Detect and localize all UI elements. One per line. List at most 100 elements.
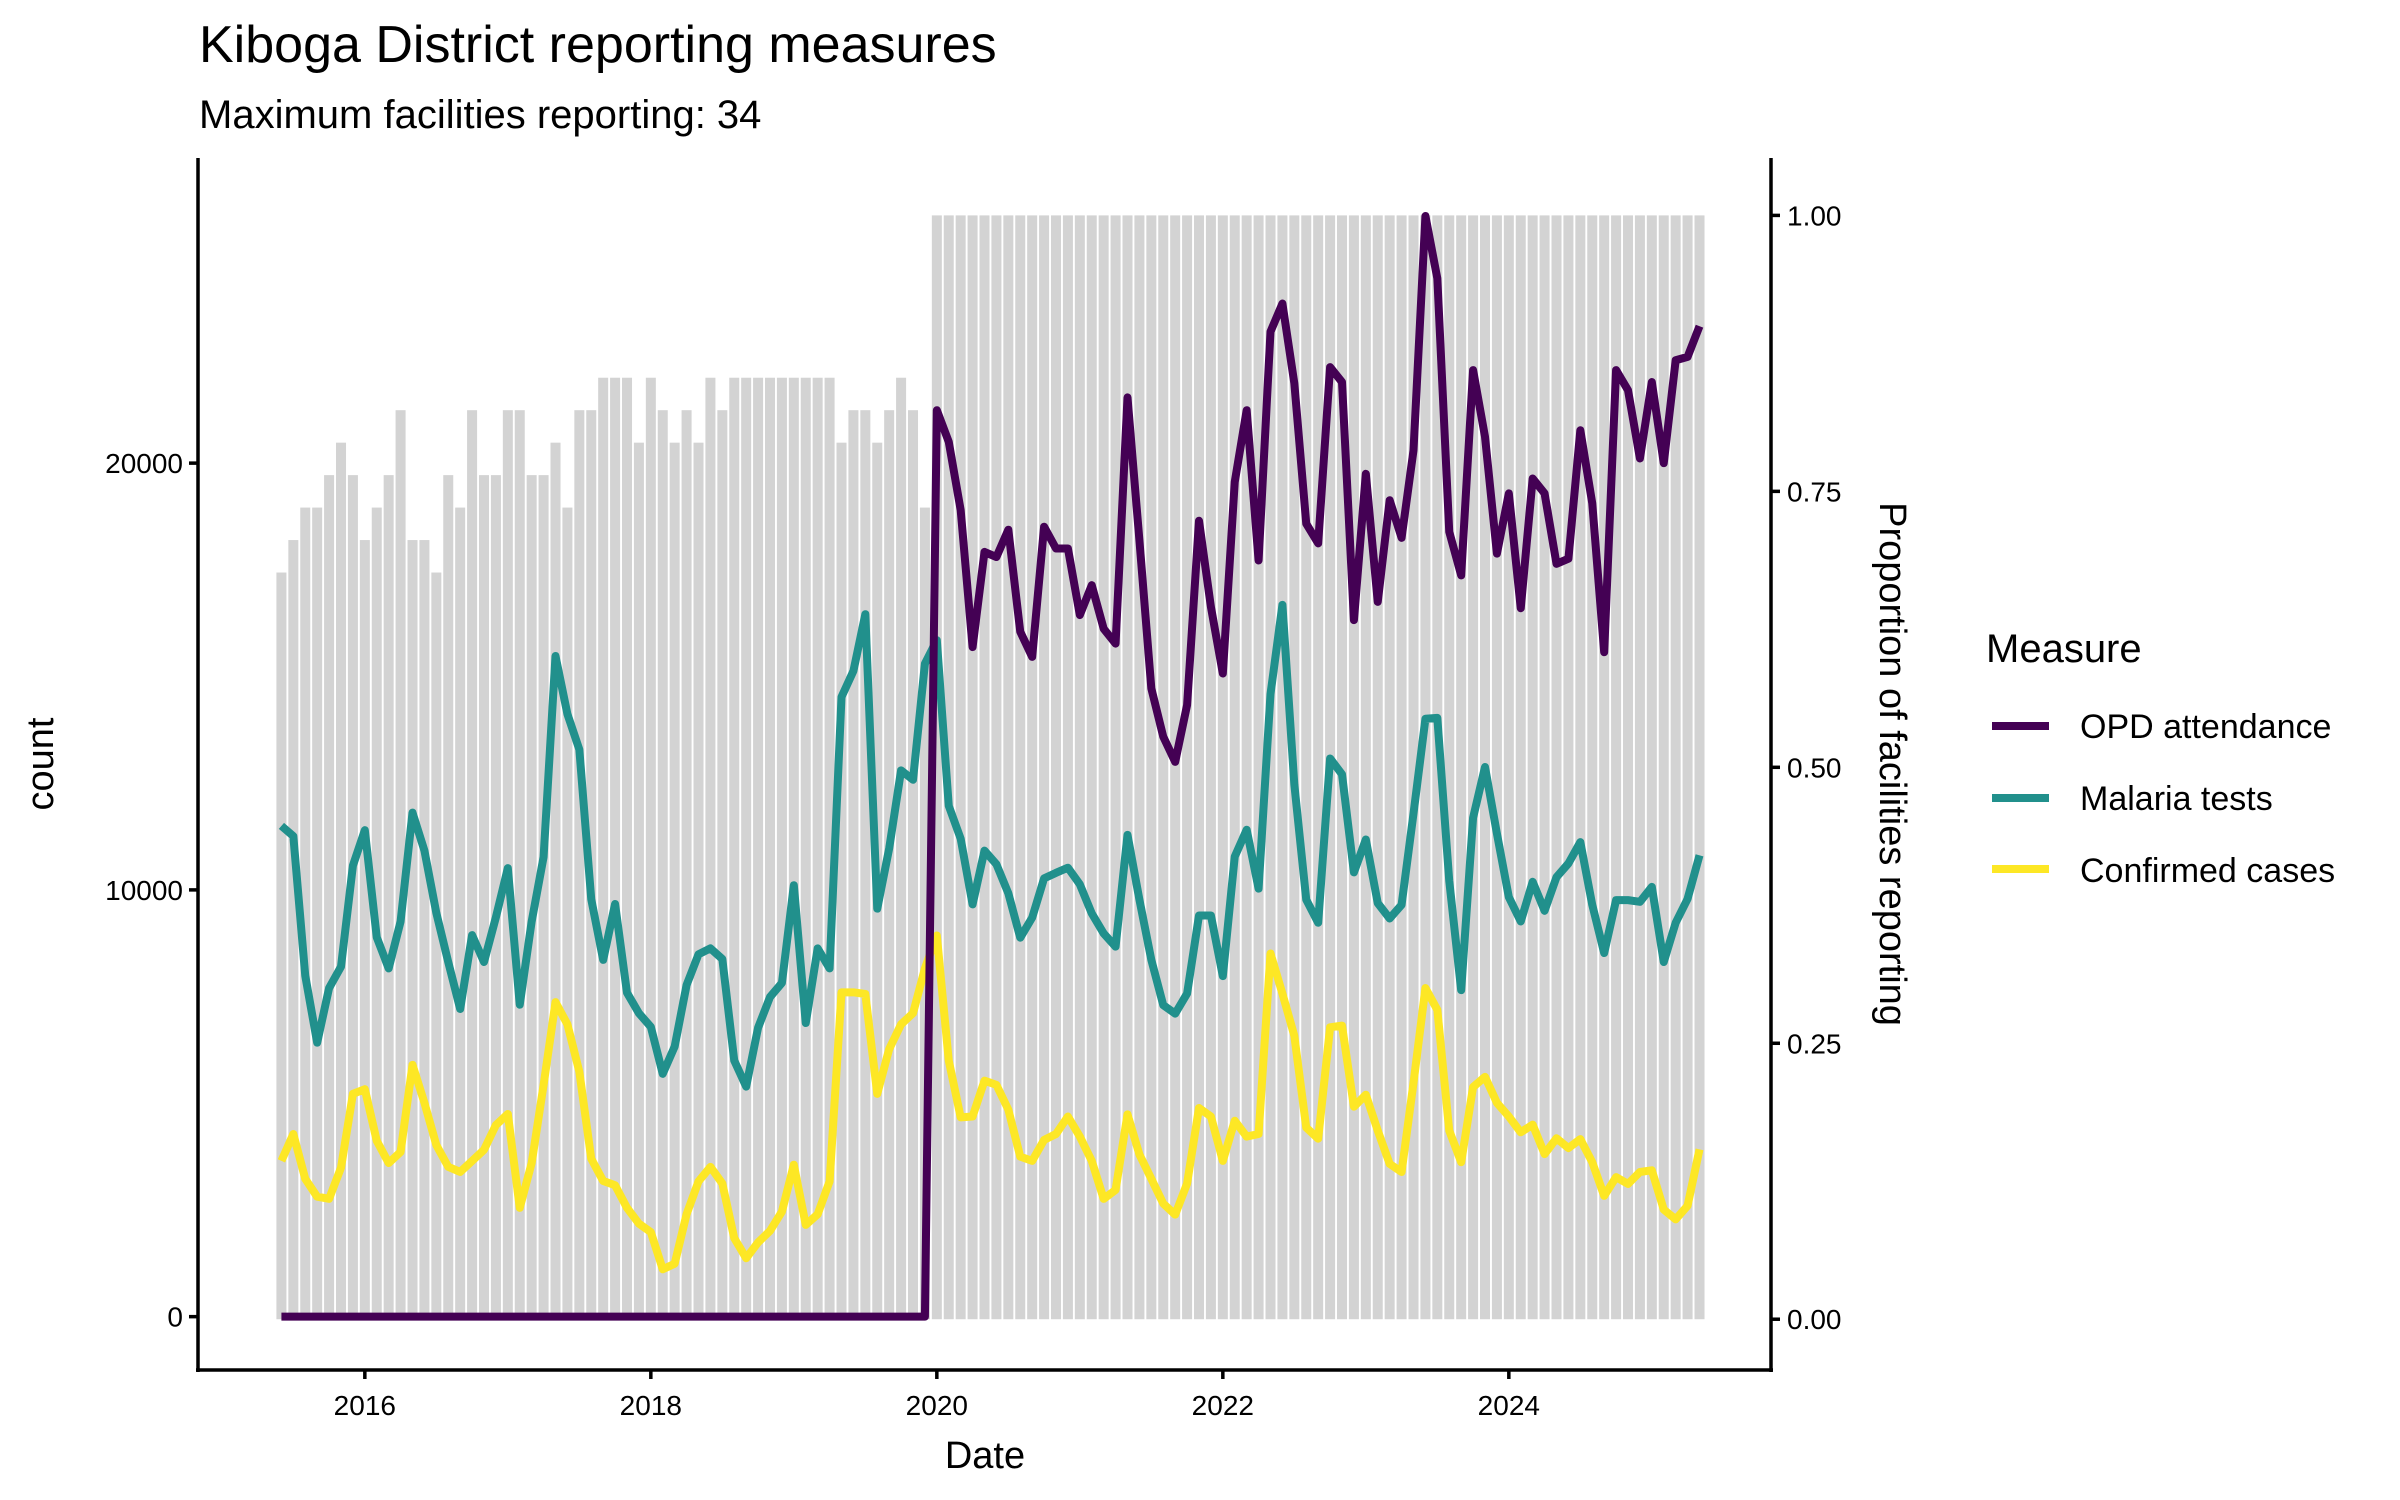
- facility-bar: [622, 377, 633, 1320]
- facility-bar: [1444, 215, 1455, 1320]
- facility-bar: [1527, 215, 1538, 1320]
- facility-bar: [431, 572, 442, 1320]
- facility-bar: [1301, 215, 1312, 1320]
- facility-bar: [288, 540, 299, 1320]
- facility-bar: [598, 377, 609, 1320]
- facility-bar: [1408, 215, 1419, 1320]
- facility-bar: [860, 410, 871, 1320]
- facility-bar: [681, 410, 692, 1320]
- facility-bar: [657, 410, 668, 1320]
- facility-bar: [765, 377, 776, 1320]
- chart-title: Kiboga District reporting measures: [199, 16, 997, 74]
- facility-bar: [1611, 215, 1622, 1320]
- facility-bar: [776, 377, 787, 1320]
- facility-bar: [1229, 215, 1240, 1320]
- facility-bar: [1515, 215, 1526, 1320]
- facility-bar: [610, 377, 621, 1320]
- facility-bar: [1205, 215, 1216, 1320]
- facility-bar: [991, 215, 1002, 1320]
- facility-bar: [1098, 215, 1109, 1320]
- facility-bar: [1551, 215, 1562, 1320]
- facility-bar: [324, 475, 335, 1320]
- x-axis-ticks: 2016 2018 2020 2022 2024: [334, 1370, 1540, 1421]
- facility-bar: [1575, 215, 1586, 1320]
- facility-bar: [550, 442, 561, 1320]
- facility-bar: [1503, 215, 1514, 1320]
- facility-bar: [955, 215, 966, 1320]
- facility-bar: [931, 215, 942, 1320]
- chart-subtitle: Maximum facilities reporting: 34: [199, 93, 761, 137]
- legend-label-confirmed-cases: Confirmed cases: [2080, 852, 2335, 890]
- facility-bar: [741, 377, 752, 1320]
- facility-bar: [1360, 215, 1371, 1320]
- y-axis-left-title: count: [20, 717, 62, 810]
- facility-bar: [705, 377, 716, 1320]
- x-tick-label: 2018: [620, 1390, 682, 1421]
- legend-item-confirmed-cases: Confirmed cases: [1992, 852, 2335, 890]
- facility-bar: [1074, 215, 1085, 1320]
- facility-bar: [919, 507, 930, 1320]
- facility-bar: [1146, 215, 1157, 1320]
- facility-bar: [812, 377, 823, 1320]
- facility-bar: [1563, 215, 1574, 1320]
- facility-bar: [1646, 215, 1657, 1320]
- y-left-tick-label: 20000: [105, 448, 183, 479]
- facility-bar: [312, 507, 323, 1320]
- legend-title: Measure: [1986, 627, 2142, 671]
- facility-bar: [1384, 215, 1395, 1320]
- facility-bar: [407, 540, 418, 1320]
- facility-bar: [800, 377, 811, 1320]
- facility-bar: [1062, 215, 1073, 1320]
- x-axis-title: Date: [945, 1435, 1025, 1477]
- facility-bar: [824, 377, 835, 1320]
- facility-bar: [1587, 215, 1598, 1320]
- facility-bar: [717, 410, 728, 1320]
- facility-bar: [1122, 215, 1133, 1320]
- x-tick-label: 2020: [906, 1390, 968, 1421]
- facility-bar: [1194, 215, 1205, 1320]
- facility-bar: [1694, 215, 1705, 1320]
- facility-bar: [633, 442, 644, 1320]
- x-tick-label: 2016: [334, 1390, 396, 1421]
- facility-bar: [1027, 215, 1038, 1320]
- legend-item-malaria-tests: Malaria tests: [1992, 780, 2273, 818]
- facility-bar: [490, 475, 501, 1320]
- facility-bar: [1134, 215, 1145, 1320]
- facility-bar: [908, 410, 919, 1320]
- facility-bar: [848, 410, 859, 1320]
- facility-bar: [443, 475, 454, 1320]
- facility-bar: [1670, 215, 1681, 1320]
- facility-bar: [896, 377, 907, 1320]
- facility-bar: [1217, 215, 1228, 1320]
- facility-bar: [1623, 215, 1634, 1320]
- legend-label-opd-attendance: OPD attendance: [2080, 708, 2331, 746]
- facility-bar: [979, 215, 990, 1320]
- y-left-tick-label: 10000: [105, 875, 183, 906]
- facility-bar: [1539, 215, 1550, 1320]
- facility-bar: [1396, 215, 1407, 1320]
- facility-bar: [455, 507, 466, 1320]
- facility-bar: [1658, 215, 1669, 1320]
- facility-bar: [538, 475, 549, 1320]
- facility-bar: [1456, 215, 1467, 1320]
- facility-bar: [1337, 215, 1348, 1320]
- facility-bar: [669, 442, 680, 1320]
- facility-bar: [574, 410, 585, 1320]
- facility-bar: [1634, 215, 1645, 1320]
- facility-bar: [1170, 215, 1181, 1320]
- facility-bar: [336, 442, 347, 1320]
- y-right-tick-label: 0.25: [1787, 1028, 1842, 1059]
- facility-bar: [419, 540, 430, 1320]
- y-right-tick-label: 1.00: [1787, 200, 1842, 231]
- facility-bar: [788, 377, 799, 1320]
- facility-bar: [1158, 215, 1169, 1320]
- facility-bar: [1241, 215, 1252, 1320]
- y-right-tick-label: 0.00: [1787, 1304, 1842, 1335]
- facility-bar: [1182, 215, 1193, 1320]
- legend-label-malaria-tests: Malaria tests: [2080, 780, 2273, 818]
- facility-bar: [1110, 215, 1121, 1320]
- facility-bar: [1051, 215, 1062, 1320]
- series-line-confirmed-cases: [277, 931, 1704, 1274]
- facility-bar: [693, 442, 704, 1320]
